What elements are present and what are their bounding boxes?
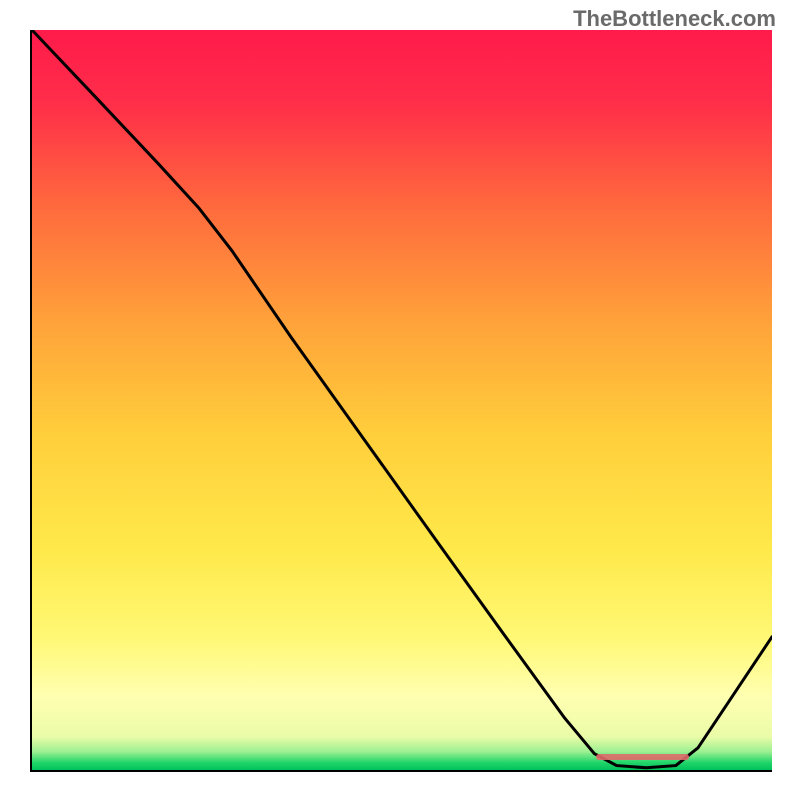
watermark-text: TheBottleneck.com [573, 6, 776, 32]
plot-area [30, 30, 772, 772]
chart-canvas: TheBottleneck.com [0, 0, 800, 800]
bottleneck-curve [32, 30, 772, 770]
curve-path [32, 30, 772, 768]
optimal-range-marker [596, 754, 689, 760]
